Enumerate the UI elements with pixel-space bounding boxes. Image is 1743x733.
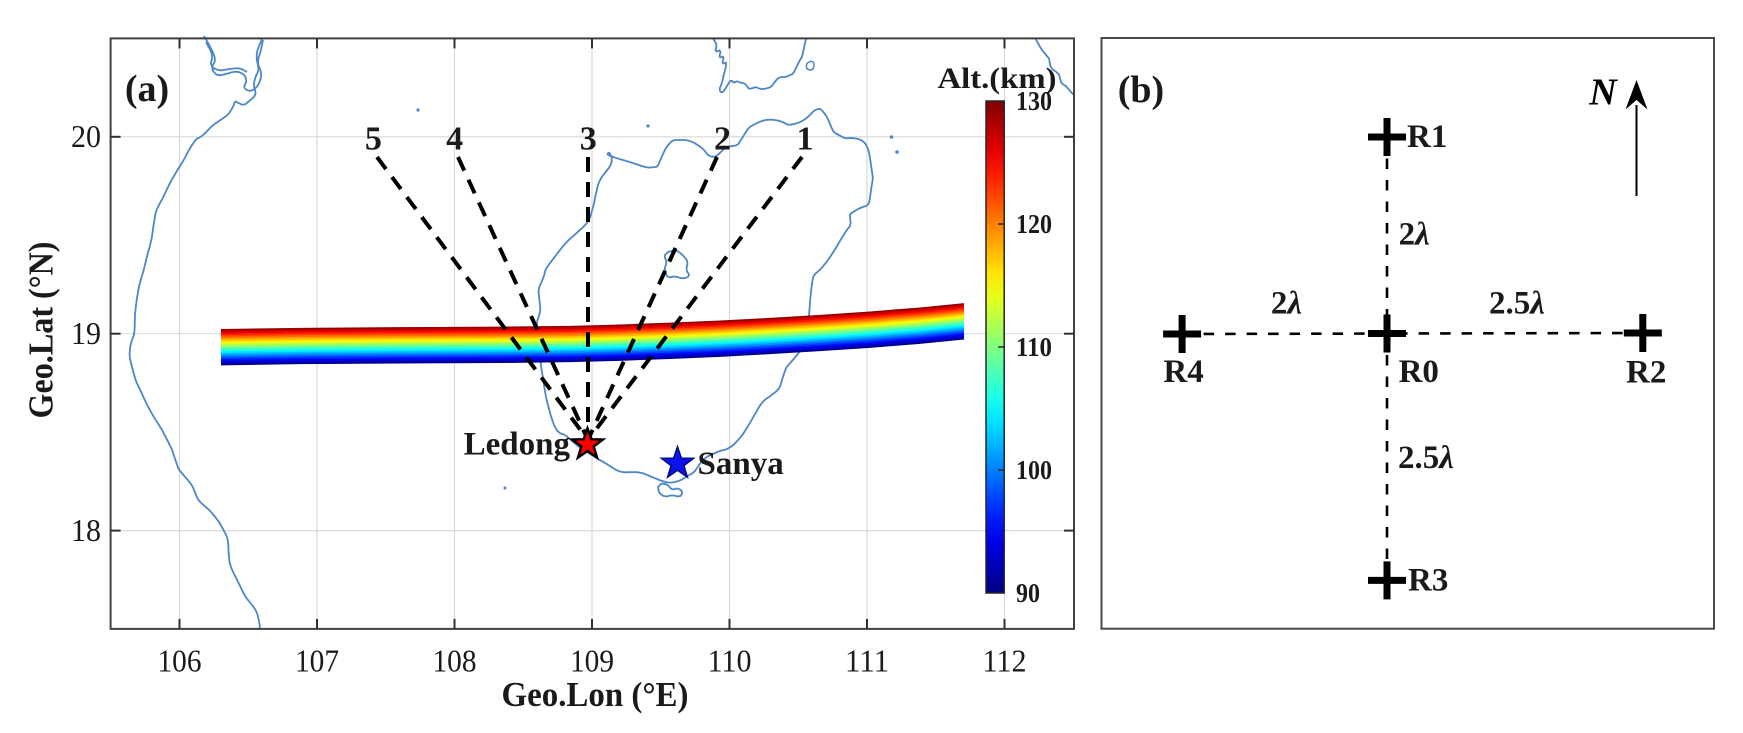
svg-text:Alt.(km): Alt.(km) [938, 62, 1057, 95]
svg-text:110: 110 [1016, 332, 1052, 362]
svg-text:109: 109 [570, 643, 614, 679]
svg-text:2λ: 2λ [1399, 217, 1430, 253]
svg-text:(b): (b) [1118, 69, 1164, 111]
svg-text:90: 90 [1016, 578, 1040, 608]
svg-text:(a): (a) [125, 68, 169, 110]
svg-text:R1: R1 [1407, 119, 1447, 155]
svg-text:2: 2 [714, 121, 731, 158]
svg-text:Geo.Lat (°N): Geo.Lat (°N) [22, 242, 61, 419]
svg-text:106: 106 [158, 643, 202, 679]
svg-text:130: 130 [1016, 86, 1052, 116]
svg-text:3: 3 [580, 121, 597, 158]
svg-text:19: 19 [71, 315, 101, 351]
svg-text:R3: R3 [1408, 563, 1448, 599]
svg-text:18: 18 [71, 512, 101, 548]
svg-text:Sanya: Sanya [698, 446, 784, 482]
svg-text:2.5λ: 2.5λ [1398, 440, 1454, 476]
svg-text:107: 107 [295, 643, 339, 679]
svg-text:4: 4 [446, 121, 463, 158]
svg-text:108: 108 [433, 643, 477, 679]
svg-text:2λ: 2λ [1271, 286, 1302, 322]
svg-text:R2: R2 [1626, 355, 1666, 391]
svg-text:2.5λ: 2.5λ [1489, 286, 1545, 322]
svg-text:110: 110 [708, 643, 752, 679]
svg-text:20: 20 [71, 118, 101, 154]
svg-text:1: 1 [797, 121, 814, 158]
svg-text:R0: R0 [1399, 354, 1439, 390]
svg-text:111: 111 [845, 643, 889, 679]
svg-text:Ledong: Ledong [464, 427, 571, 463]
svg-text:120: 120 [1016, 209, 1052, 239]
svg-text:R4: R4 [1163, 354, 1203, 390]
svg-text:Geo.Lon (°E): Geo.Lon (°E) [502, 675, 689, 714]
svg-text:5: 5 [365, 121, 382, 158]
svg-text:N: N [1588, 72, 1618, 114]
svg-text:112: 112 [983, 643, 1027, 679]
svg-text:100: 100 [1016, 455, 1052, 485]
